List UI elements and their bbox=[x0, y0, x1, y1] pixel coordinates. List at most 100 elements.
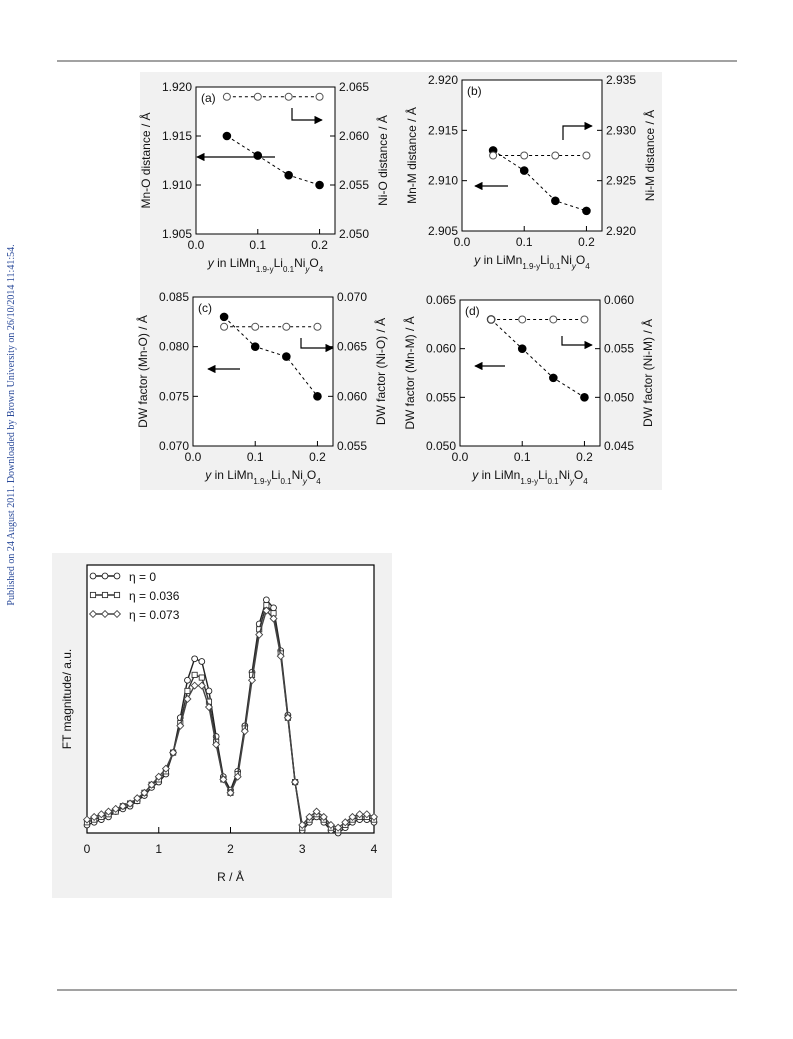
x-axis-label-part: Li bbox=[540, 253, 549, 267]
x-axis-label-part: O bbox=[576, 253, 585, 267]
data-point bbox=[133, 794, 142, 803]
data-point bbox=[176, 721, 185, 730]
legend-marker bbox=[89, 591, 97, 599]
x-axis-label-part: 1.9-y bbox=[256, 265, 274, 274]
x-tick-label: 0.0 bbox=[452, 450, 469, 464]
x-axis-label-part: in LiMn bbox=[211, 468, 253, 482]
legend-marker bbox=[89, 572, 97, 580]
x-axis-label-part: 4 bbox=[316, 477, 321, 486]
legend-label: η = 0.073 bbox=[129, 608, 180, 622]
data-point bbox=[315, 180, 324, 190]
plot-area bbox=[192, 296, 334, 447]
panel: 0.0 0.1 0.2 0.070 0.075 0.080 0.085 0.055 0.060 0… bbox=[135, 290, 388, 486]
y2-tick-label: 0.060 bbox=[604, 293, 634, 307]
data-point bbox=[204, 703, 214, 712]
data-point bbox=[198, 658, 206, 665]
x-axis-label-part: in LiMn bbox=[214, 256, 256, 270]
x-tick-label: 1 bbox=[155, 842, 162, 856]
x-tick-label: 0.0 bbox=[454, 235, 471, 249]
data-point bbox=[140, 788, 149, 797]
y-tick-label: 0.070 bbox=[159, 439, 189, 453]
x-tick-label: 0.2 bbox=[576, 450, 593, 464]
x-tick-label: 4 bbox=[371, 842, 378, 856]
x-axis-label-part: y bbox=[204, 468, 212, 482]
data-point bbox=[111, 804, 120, 813]
data-point bbox=[580, 315, 589, 324]
y-tick-label: 0.080 bbox=[159, 340, 189, 354]
data-point bbox=[298, 820, 307, 829]
x-tick-label: 0.0 bbox=[185, 450, 202, 464]
trend-line bbox=[492, 150, 587, 212]
x-axis-label: y in LiMn1.9-yLi0.1NiyO4 bbox=[471, 468, 588, 486]
data-point bbox=[219, 312, 229, 322]
x-axis-label-part: Ni bbox=[559, 468, 570, 482]
data-point bbox=[222, 92, 231, 101]
panel: 0.0 0.1 0.2 1.905 1.910 1.915 1.920 2.050 2.055 2… bbox=[138, 80, 390, 274]
data-point bbox=[184, 676, 191, 684]
data-point bbox=[284, 170, 293, 180]
panel-label: (d) bbox=[465, 304, 480, 318]
data-point bbox=[276, 652, 285, 661]
data-point bbox=[269, 614, 278, 623]
x-axis-label-part: 0.1 bbox=[547, 477, 559, 486]
legend-label: η = 0 bbox=[129, 570, 156, 584]
data-point bbox=[251, 322, 260, 331]
x-tick-label: 0.1 bbox=[516, 235, 533, 249]
x-axis-label-part: in LiMn bbox=[480, 253, 522, 267]
data-point bbox=[551, 151, 560, 160]
data-point bbox=[369, 812, 379, 821]
x-axis-label-part: y bbox=[302, 477, 308, 486]
y-tick-label: 0.050 bbox=[426, 439, 456, 453]
axis-arrow bbox=[562, 121, 593, 140]
y2-tick-label: 2.930 bbox=[606, 123, 636, 137]
y2-axis-label: DW factor (Ni-M) / Å bbox=[640, 319, 655, 427]
panel: 0.0 0.1 0.2 0.050 0.055 0.060 0.065 0.045 0.050 0… bbox=[402, 293, 655, 486]
data-point bbox=[191, 671, 198, 678]
x-axis-label: y in LiMn1.9-yLi0.1NiyO4 bbox=[473, 253, 590, 271]
y2-tick-label: 2.935 bbox=[606, 73, 636, 87]
legend-label: η = 0.036 bbox=[129, 589, 180, 603]
panel-label: (a) bbox=[201, 91, 216, 105]
x-tick-label: 0.1 bbox=[249, 238, 266, 252]
x-axis-label-part: 1.9-y bbox=[522, 262, 540, 271]
data-point bbox=[262, 606, 271, 615]
y2-tick-label: 0.045 bbox=[604, 439, 634, 453]
data-point bbox=[161, 764, 170, 773]
data-point bbox=[104, 807, 113, 816]
data-point bbox=[489, 151, 498, 160]
data-point bbox=[284, 92, 293, 101]
x-axis-label-part: 4 bbox=[583, 477, 588, 486]
data-point bbox=[118, 802, 127, 811]
x-axis-label-part: Li bbox=[538, 468, 547, 482]
x-axis-label-part: Ni bbox=[294, 256, 305, 270]
axis-arrow bbox=[291, 108, 323, 125]
data-point bbox=[169, 748, 178, 757]
panel: 0.0 0.1 0.2 2.905 2.910 2.915 2.920 2.920 2.925 2… bbox=[404, 73, 657, 271]
data-point bbox=[220, 322, 229, 331]
data-point bbox=[190, 681, 199, 690]
y2-tick-label: 2.920 bbox=[606, 224, 636, 238]
y-axis-label: DW factor (Mn-O) / Å bbox=[135, 315, 150, 428]
data-point bbox=[147, 780, 156, 789]
data-point bbox=[250, 342, 260, 351]
y2-tick-label: 2.065 bbox=[339, 80, 369, 94]
y-tick-label: 0.060 bbox=[426, 342, 456, 356]
data-point bbox=[582, 151, 591, 160]
legend-marker bbox=[88, 609, 98, 619]
x-tick-label: 3 bbox=[299, 842, 306, 856]
data-point bbox=[255, 630, 264, 639]
y-tick-label: 1.910 bbox=[162, 178, 192, 192]
y-axis-label: Mn-O distance / Å bbox=[138, 112, 153, 208]
data-point bbox=[184, 687, 191, 695]
y2-tick-label: 0.060 bbox=[337, 389, 367, 403]
y2-tick-label: 0.055 bbox=[337, 439, 367, 453]
data-point bbox=[183, 694, 192, 704]
data-point bbox=[355, 810, 364, 819]
x-axis-label-part: O bbox=[574, 468, 583, 482]
x-axis-label-part: 1.9-y bbox=[253, 477, 271, 486]
data-point bbox=[253, 151, 263, 160]
y2-tick-label: 2.055 bbox=[339, 178, 369, 192]
data-point bbox=[305, 812, 314, 821]
y-tick-label: 0.065 bbox=[426, 293, 456, 307]
